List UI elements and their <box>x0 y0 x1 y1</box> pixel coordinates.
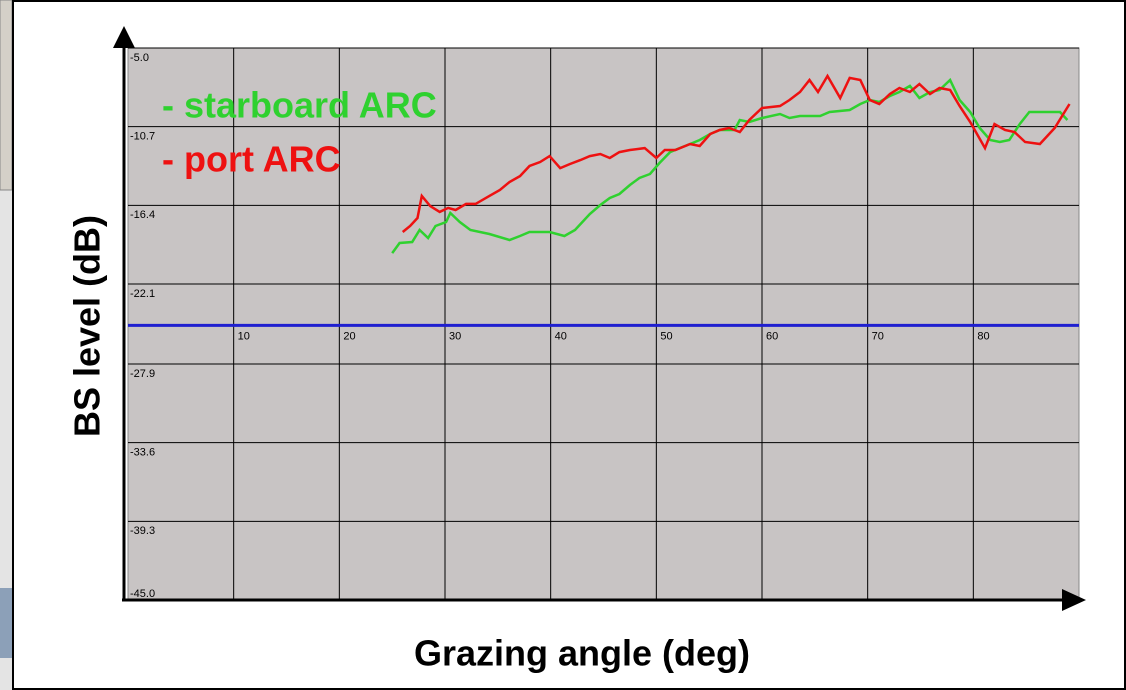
legend-entry: - port ARC <box>162 139 341 180</box>
background-icon <box>0 588 12 658</box>
x-tick-label: 40 <box>555 330 567 342</box>
y-tick-label: -33.6 <box>130 447 155 459</box>
series-line <box>401 73 1071 233</box>
legend-entry: - starboard ARC <box>162 85 437 126</box>
x-tick-label: 60 <box>766 330 778 342</box>
x-axis-title: Grazing angle (deg) <box>414 633 750 674</box>
y-tick-label: -45.0 <box>130 588 155 600</box>
x-tick-label: 20 <box>343 330 355 342</box>
y-axis-title: BS level (dB) <box>67 215 108 437</box>
y-tick-label: -5.0 <box>130 52 149 64</box>
y-tick-label: -39.3 <box>130 525 155 537</box>
x-tick-label: 30 <box>449 330 461 342</box>
background-panel <box>0 0 13 191</box>
x-axis-arrow <box>1062 589 1086 611</box>
x-tick-label: 10 <box>238 330 250 342</box>
x-tick-label: 70 <box>872 330 884 342</box>
y-axis-arrow <box>113 26 135 48</box>
y-tick-label: -22.1 <box>130 288 155 300</box>
y-tick-label: -16.4 <box>130 209 155 221</box>
x-tick-label: 80 <box>977 330 989 342</box>
y-tick-label: -27.9 <box>130 368 155 380</box>
x-tick-label: 50 <box>660 330 672 342</box>
y-tick-label: -10.7 <box>130 131 155 143</box>
